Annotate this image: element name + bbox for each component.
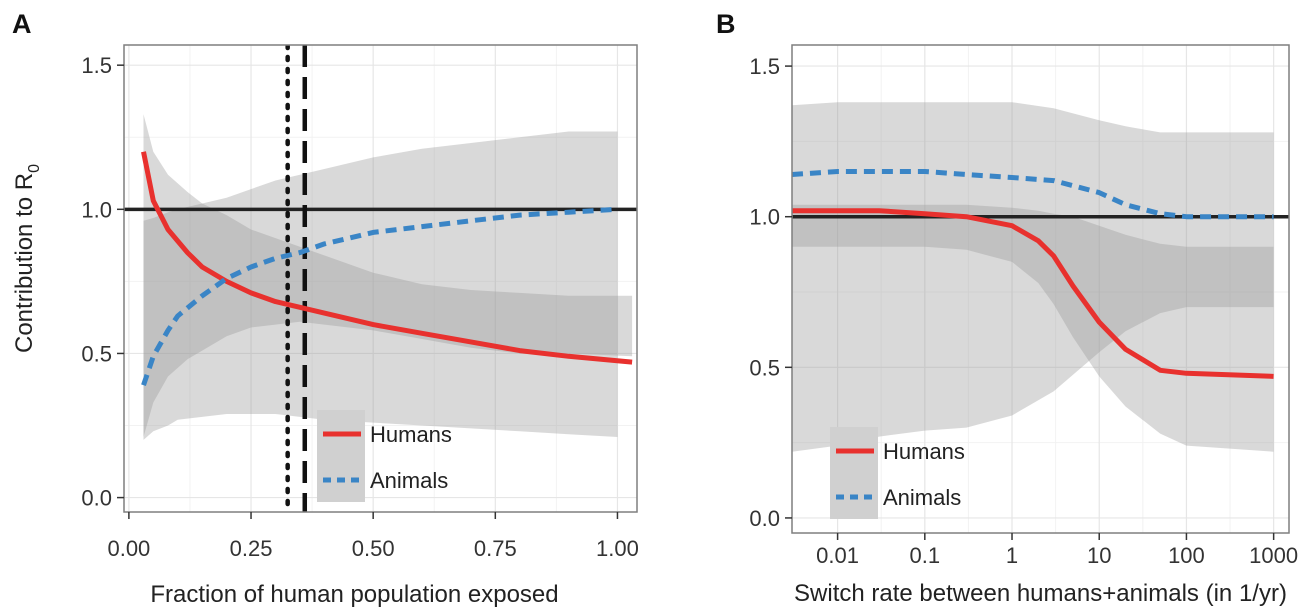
y-tick-label: 1.0: [749, 205, 780, 230]
legend-key-background: [830, 427, 878, 519]
legend: Humans Animals: [317, 410, 452, 502]
series-line-animals: [792, 169, 1274, 220]
panel-border: [791, 44, 1290, 534]
legend-label-animals: Animals: [883, 485, 961, 510]
x-tick-label: 1.00: [596, 536, 639, 561]
y-axis-label: Contribution to R0: [11, 164, 43, 353]
y-tick-label: 0.5: [749, 355, 780, 380]
y-tick-label: 1.5: [81, 53, 112, 78]
series-line-humans: [792, 208, 1274, 379]
panel-letter: B: [716, 9, 736, 39]
y-axis-label-main: Contribution to R: [11, 173, 38, 353]
plot-area: [124, 45, 637, 512]
y-tick-label: 0.0: [81, 486, 112, 511]
confidence-band-animals: [143, 131, 618, 440]
x-axis-label: Fraction of human population exposed: [150, 581, 558, 608]
panel-letter: A: [12, 9, 32, 39]
x-tick-label: 0.00: [107, 536, 150, 561]
confidence-band-humans: [792, 204, 1274, 452]
y-tick-label: 0.0: [749, 506, 780, 531]
legend: Humans Animals: [830, 427, 965, 519]
x-tick-label: 0.25: [230, 536, 273, 561]
y-tick-label: 1.5: [749, 54, 780, 79]
x-tick-label: 0.50: [352, 536, 395, 561]
series-line-animals: [141, 206, 618, 387]
legend-key-background: [317, 410, 365, 502]
panel-a: A 0.0 0.5 1.0 1.5 0.00 0.25 0.50 0.75 1.00 Fractio…: [11, 9, 639, 608]
y-tick-label: 1.0: [81, 197, 112, 222]
legend-label-animals: Animals: [370, 468, 448, 493]
confidence-band-animals: [792, 102, 1274, 452]
x-tick-label: 100: [1168, 543, 1205, 568]
x-tick-label: 1000: [1249, 543, 1298, 568]
x-tick-label: 0.1: [910, 543, 941, 568]
x-tick-label: 10: [1087, 543, 1111, 568]
x-tick-label: 0.75: [474, 536, 517, 561]
panel-b: B 0.0 0.5 1.0 1.5 0.01 0.1 1 10 100 1000 Switch rat…: [716, 9, 1298, 607]
grid: [124, 45, 637, 512]
legend-label-humans: Humans: [370, 422, 452, 447]
series-line-humans: [141, 151, 633, 365]
y-tick-label: 0.5: [81, 341, 112, 366]
panel-border: [123, 44, 638, 513]
x-tick-label: 0.01: [816, 543, 859, 568]
x-axis-label: Switch rate between humans+animals (in 1…: [794, 580, 1287, 607]
legend-label-humans: Humans: [883, 439, 965, 464]
plot-area: [792, 102, 1289, 452]
confidence-band-humans: [143, 114, 633, 437]
x-tick-label: 1: [1006, 543, 1018, 568]
y-axis-label-subscript: 0: [26, 164, 43, 173]
